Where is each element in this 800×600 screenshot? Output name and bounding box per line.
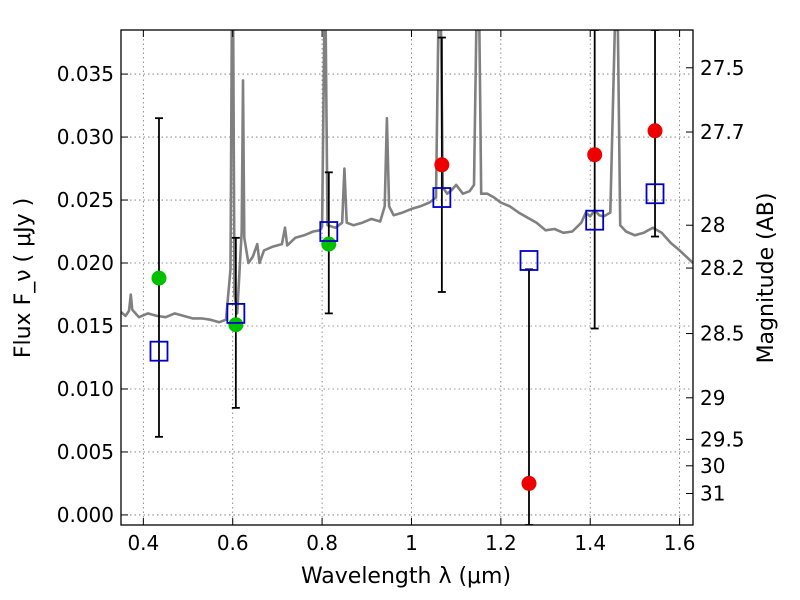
y-axis-label: Flux F_ν ( μJy ): [11, 198, 36, 358]
y-tick-label: 0.035: [57, 62, 114, 86]
y2-tick-label: 29.5: [700, 427, 745, 451]
model-square-marker: [519, 250, 539, 271]
y2-tick-label: 30: [700, 454, 725, 478]
model-square-marker: [149, 340, 169, 362]
y-tick-label: 0.010: [57, 377, 114, 401]
plot-frame: [120, 29, 694, 526]
red-data-point: [647, 123, 663, 139]
model-square-marker: [319, 221, 339, 242]
y2-tick-label: 27.5: [700, 56, 745, 80]
y2-tick-label: 28.2: [700, 256, 745, 280]
x-tick-label: 1.4: [574, 531, 606, 555]
y2-tick-label: 27.7: [700, 120, 745, 144]
y-tick-label: 0.015: [57, 314, 114, 338]
model-square-marker: [226, 302, 246, 324]
red-data-point: [521, 475, 537, 491]
y2-tick-label: 28: [700, 213, 725, 237]
y2-tick-label: 28.5: [700, 322, 745, 346]
x-tick-label: 0.6: [217, 531, 249, 555]
y-tick-label: 0.005: [57, 440, 114, 464]
green-data-point: [151, 270, 167, 286]
y-tick-label: 0.025: [57, 188, 114, 212]
axes: 0.4 0.6 0.8 1 1.2 1.4 1.6 0.000 0.005 0.010 0.015 0…: [57, 30, 745, 555]
y2-axis-label: Magnitude (AB): [754, 193, 779, 364]
green-data-point: [321, 236, 337, 252]
x-tick-label: 1: [405, 531, 418, 555]
marker-layer: [149, 123, 665, 491]
y2-tick-label: 31: [700, 482, 725, 506]
model-square-marker: [432, 187, 452, 208]
y-tick-label: 0.030: [57, 125, 114, 149]
x-axis-label: Wavelength λ (μm): [301, 564, 511, 589]
grid: [121, 30, 693, 525]
y-tick-label: 0.000: [57, 503, 114, 527]
model-square-marker: [585, 209, 605, 231]
x-tick-label: 1.6: [664, 531, 696, 555]
y-tick-label: 0.020: [57, 251, 114, 275]
model-square-marker: [645, 183, 665, 205]
y2-tick-label: 29: [700, 386, 725, 410]
green-data-point: [228, 317, 244, 333]
red-data-point: [434, 157, 450, 173]
spectrum-line: [121, 30, 693, 324]
x-tick-label: 1.2: [485, 531, 517, 555]
red-data-point: [587, 147, 603, 163]
x-tick-label: 0.8: [306, 531, 338, 555]
x-tick-label: 0.4: [127, 531, 159, 555]
